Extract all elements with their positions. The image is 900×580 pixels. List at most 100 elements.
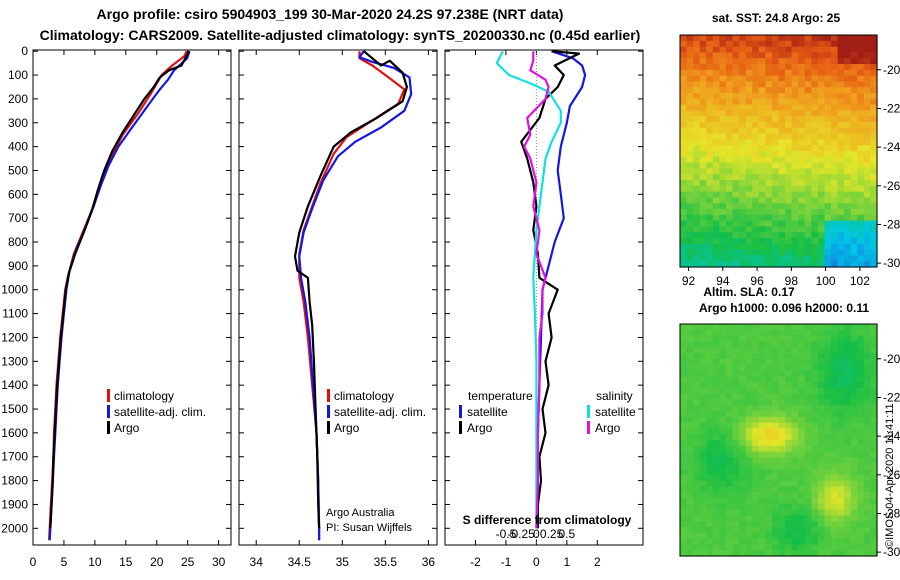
map-cell	[745, 527, 753, 534]
map-cell	[785, 214, 793, 222]
map-cell	[817, 428, 826, 435]
map-cell	[719, 532, 727, 540]
map-cell	[758, 93, 766, 100]
map-cell	[765, 445, 773, 453]
map-cell	[739, 104, 747, 111]
map-cell	[837, 399, 845, 406]
map-cell	[680, 209, 688, 216]
map-cell	[758, 238, 766, 245]
map-cell	[686, 457, 694, 464]
map-cell	[824, 133, 832, 140]
map-cell	[870, 238, 878, 245]
map-cell	[712, 358, 720, 366]
map-cell	[785, 469, 793, 476]
map-cell	[778, 220, 786, 227]
map-cell	[863, 469, 872, 476]
map-cell	[850, 98, 858, 106]
map-cell	[758, 469, 766, 476]
map-cell	[804, 232, 812, 239]
map-cell	[824, 463, 832, 470]
map-cell	[771, 474, 780, 482]
map-cell	[752, 64, 760, 71]
map-cell	[758, 139, 766, 146]
map-cell	[712, 191, 720, 198]
map-cell	[739, 69, 747, 77]
map-cell	[752, 405, 760, 412]
map-cell	[752, 139, 760, 146]
map-cell	[798, 428, 806, 435]
map-cell	[811, 457, 819, 464]
map-cell	[798, 509, 806, 516]
map-cell	[811, 370, 819, 377]
map-cell	[870, 469, 878, 476]
map-cell	[857, 544, 865, 551]
map-cell	[725, 139, 734, 146]
map-cell	[798, 503, 806, 511]
map-cell	[824, 538, 832, 545]
map-cell	[693, 457, 701, 464]
map-cell	[712, 232, 720, 239]
map-cell	[725, 358, 734, 366]
map-cell	[699, 52, 707, 59]
map-cell	[785, 341, 793, 348]
map-cell	[771, 324, 780, 331]
map-cell	[844, 191, 852, 198]
map-cell	[837, 64, 845, 71]
map-cell	[693, 174, 701, 181]
map-cell	[693, 498, 701, 505]
map-cell	[817, 358, 826, 366]
map-cell	[771, 521, 780, 528]
map-cell	[739, 127, 747, 135]
map-cell	[831, 214, 839, 222]
map-cell	[686, 480, 694, 487]
map-cell	[725, 329, 734, 337]
map-cell	[785, 515, 793, 522]
map-cell	[863, 440, 872, 447]
map-cell	[680, 445, 688, 453]
map-cell	[824, 220, 832, 227]
map-cell	[732, 69, 740, 77]
map-cell	[712, 122, 720, 129]
map-cell	[811, 145, 819, 152]
map-cell	[706, 226, 714, 233]
map-cell	[778, 411, 786, 418]
map-cell	[758, 156, 766, 164]
map-cell	[844, 35, 852, 42]
map-cell	[693, 127, 701, 135]
map-cell	[844, 133, 852, 140]
map-cell	[719, 405, 727, 412]
map-cell	[831, 469, 839, 476]
map-cell	[811, 226, 819, 233]
map-cell	[785, 521, 793, 528]
map-cell	[785, 116, 793, 123]
map-cell	[785, 81, 793, 88]
map-cell	[739, 93, 747, 100]
map-cell	[745, 46, 753, 53]
depth-tick-label: 1900	[1, 497, 28, 511]
map-cell	[778, 469, 786, 476]
map-cell	[771, 93, 780, 100]
map-cell	[811, 232, 819, 239]
map-cell	[850, 52, 858, 59]
map-cell	[837, 451, 845, 458]
map-cell	[745, 329, 753, 337]
map-cell	[758, 364, 766, 371]
map-cell	[758, 168, 766, 175]
map-cell	[758, 329, 766, 337]
map-cell	[798, 214, 806, 222]
map-cell	[680, 364, 688, 371]
map-cell	[706, 98, 714, 106]
map-cell	[817, 353, 826, 360]
map-cell	[811, 197, 819, 204]
map-cell	[699, 364, 707, 371]
map-cell	[758, 197, 766, 204]
map-cell	[699, 35, 707, 42]
map-cell	[693, 324, 701, 331]
map-cell	[719, 509, 727, 516]
map-cell	[712, 69, 720, 77]
map-cell	[870, 329, 878, 337]
map-cell	[804, 243, 812, 251]
map-cell	[706, 75, 714, 82]
map-cell	[850, 133, 858, 140]
